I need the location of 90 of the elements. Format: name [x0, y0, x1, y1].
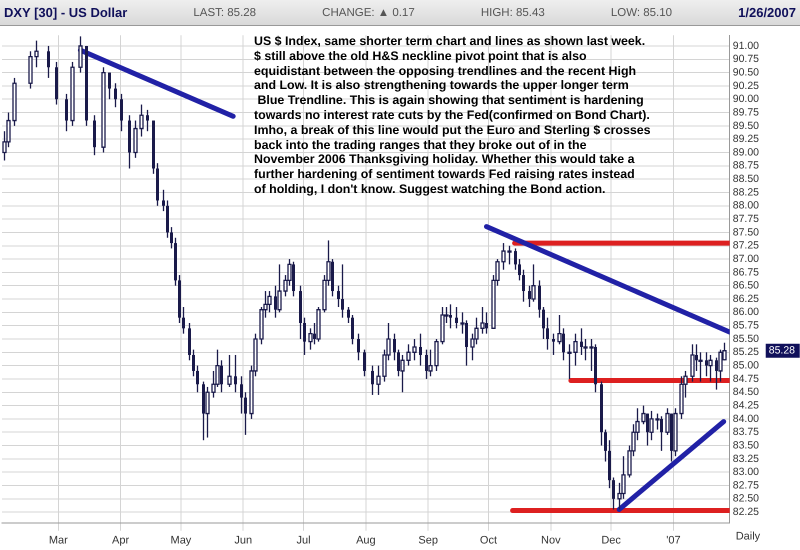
y-tick-label: 89.75 — [732, 106, 760, 118]
y-tick-label: 83.50 — [732, 439, 760, 452]
candlestick — [234, 354, 237, 393]
y-tick-label: 82.75 — [732, 479, 760, 492]
y-tick-label: 84.50 — [732, 386, 760, 398]
candlestick — [612, 476, 615, 510]
candlestick — [393, 333, 396, 361]
text: CHANGE: ▲ 0.17 — [322, 6, 415, 18]
candlestick — [546, 317, 549, 350]
y-tick-label: 82.25 — [732, 506, 760, 518]
text: LAST: 85.28 — [193, 6, 256, 18]
candlestick — [108, 72, 111, 100]
candlestick — [170, 226, 173, 250]
candlestick — [455, 306, 458, 329]
y-tick-label: 89.50 — [732, 120, 760, 132]
text: LOW: 85.10 — [610, 6, 672, 18]
candlestick — [337, 285, 340, 308]
y-tick-label: 84.75 — [732, 372, 760, 385]
y-tick-label: 88.50 — [732, 173, 760, 186]
candlestick — [146, 109, 149, 132]
candlestick — [244, 392, 247, 436]
y-tick-label: 86.00 — [732, 306, 760, 318]
y-tick-label: 82.50 — [732, 492, 760, 505]
text: 85.28 — [768, 344, 796, 357]
candlestick — [303, 317, 306, 356]
x-tick-label: Jul — [296, 534, 311, 546]
chart-title: DXY [30] - US Dollar — [4, 5, 128, 20]
x-tick-label: May — [170, 534, 192, 546]
candlestick — [522, 269, 525, 302]
text: 1/26/2007 — [738, 5, 796, 20]
candlestick — [47, 45, 50, 79]
x-tick-label: Sep — [418, 534, 438, 546]
candlestick — [371, 364, 374, 396]
candlestick — [363, 348, 366, 377]
y-tick-label: 86.75 — [732, 266, 760, 278]
y-tick-label: 88.25 — [732, 186, 760, 198]
candlestick — [114, 82, 117, 108]
y-tick-label: 85.50 — [732, 332, 760, 345]
text: US $ Index, same shorter term chart and lines as shown last week. $ still above the old H&S neckline pivot point that is also equidistant between the opposing trendlines and the recent High and Low. It is also strengthening towards the upper longer term Blue Trendline. This is again showing that sentiment is hardening towards no interest rate cuts by the Fed(confirmed on Bond Chart). Imho, a break of this line would put the Euro and Sterling $ crosses back into the trading ranges that they broke out of in the November 2006 Thanksgiving holiday. Whether this would take a further hardening of sentiment towards Fed raising rates instead of holding, I don't know. Suggest watching the Bond action. — [254, 34, 651, 196]
x-tick-label: Oct — [480, 534, 498, 546]
y-tick-label: 87.25 — [732, 240, 760, 252]
text: Daily — [736, 530, 761, 542]
candlestick — [182, 306, 185, 334]
candlestick — [341, 264, 344, 318]
candlestick — [357, 333, 360, 361]
candlestick — [518, 258, 521, 282]
candlestick — [604, 428, 607, 462]
x-tick-label: Jun — [234, 534, 252, 546]
candlestick — [192, 348, 195, 377]
text: HIGH: 85.43 — [480, 6, 545, 18]
candlestick — [419, 333, 422, 366]
y-tick-label: 85.25 — [732, 346, 760, 358]
y-tick-label: 87.75 — [732, 213, 760, 225]
y-tick-label: 90.50 — [732, 66, 760, 78]
y-tick-label: 90.25 — [732, 80, 760, 92]
candlestick — [120, 93, 123, 132]
y-tick-label: 88.00 — [732, 200, 760, 212]
y-tick-label: 88.75 — [732, 160, 760, 172]
x-tick-label: Mar — [48, 534, 68, 546]
y-tick-label: 84.25 — [732, 399, 760, 412]
x-tick-label: Dec — [601, 534, 622, 546]
x-tick-label: Nov — [541, 534, 562, 546]
candlestick — [162, 189, 165, 212]
y-tick-label: 86.50 — [732, 280, 760, 292]
y-tick-label: 91.00 — [732, 40, 760, 52]
y-tick-label: 89.00 — [732, 146, 760, 158]
candlestick — [196, 364, 199, 393]
y-tick-label: 87.50 — [732, 226, 760, 238]
candlestick — [347, 306, 350, 324]
x-tick-label: Aug — [356, 534, 376, 546]
candlestick — [514, 248, 517, 270]
x-tick-label: '07 — [666, 534, 681, 546]
y-tick-label: 86.25 — [732, 292, 760, 305]
y-tick-label: 87.00 — [732, 252, 760, 265]
y-tick-label: 84.00 — [732, 412, 760, 425]
x-tick-label: Apr — [112, 534, 130, 546]
candlestick — [552, 333, 555, 356]
y-tick-label: 83.75 — [732, 426, 760, 438]
y-tick-label: 89.25 — [732, 133, 760, 146]
candlestick — [542, 306, 545, 340]
candlestick — [240, 376, 243, 414]
y-tick-label: 90.75 — [732, 53, 760, 66]
y-tick-label: 83.25 — [732, 452, 760, 465]
y-tick-label: 85.00 — [732, 360, 760, 372]
candlestick — [65, 93, 68, 132]
y-tick-label: 83.00 — [732, 466, 760, 478]
y-tick-label: 85.75 — [732, 320, 760, 332]
candlestick — [538, 280, 541, 318]
candlestick — [351, 314, 354, 345]
y-tick-label: 90.00 — [732, 93, 760, 106]
